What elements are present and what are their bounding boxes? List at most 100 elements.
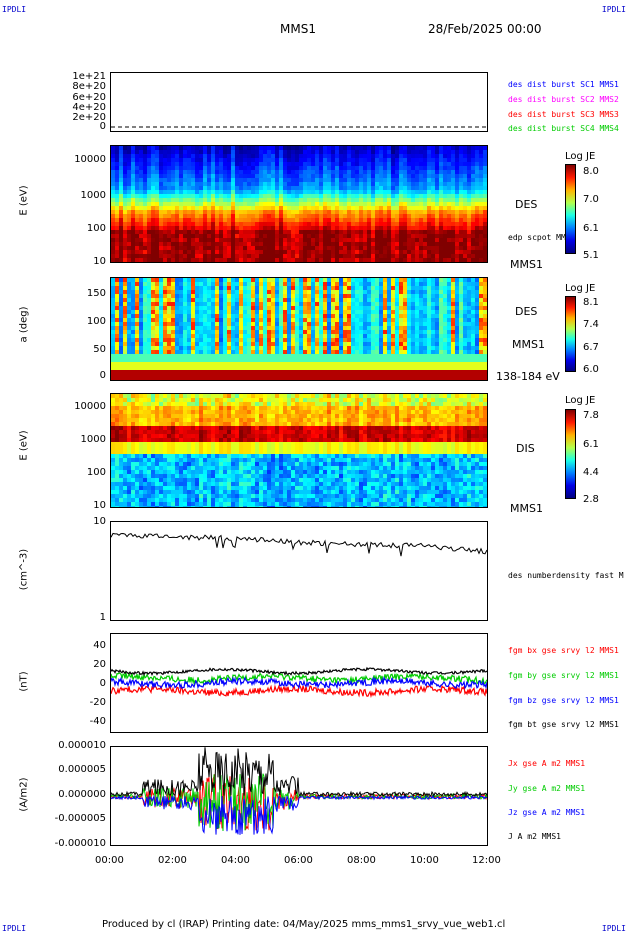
spectrogram-cell <box>267 378 271 380</box>
spectrogram-cell <box>299 374 303 378</box>
spectrogram-cell <box>127 342 131 346</box>
spectrogram-cell <box>135 222 139 226</box>
spectrogram-cell <box>447 146 451 150</box>
spectrogram-cell <box>323 290 327 294</box>
spectrogram-cell <box>239 314 243 318</box>
spectrogram-cell <box>111 318 115 322</box>
spectrogram-cell <box>295 186 299 190</box>
spectrogram-cell <box>127 354 131 358</box>
spectrogram-cell <box>363 174 367 178</box>
spectrogram-cell <box>175 242 179 246</box>
spectrogram-cell <box>275 178 279 182</box>
spectrogram-cell <box>303 214 307 218</box>
spectrogram-cell <box>115 342 119 346</box>
spectrogram-cell <box>123 162 127 166</box>
spectrogram-cell <box>423 206 427 210</box>
spectrogram-cell <box>403 374 407 378</box>
spectrogram-cell <box>319 190 323 194</box>
spectrogram-cell <box>191 226 195 230</box>
spectrogram-cell <box>427 182 431 186</box>
spectrogram-cell <box>311 154 315 158</box>
spectrogram-cell <box>347 278 351 282</box>
spectrogram-cell <box>179 354 183 358</box>
spectrogram-cell <box>411 346 415 350</box>
spectrogram-cell <box>155 366 159 370</box>
spectrogram-cell <box>315 150 319 154</box>
spectrogram-cell <box>399 154 403 158</box>
spectrogram-cell <box>471 238 475 242</box>
spectrogram-cell <box>151 318 155 322</box>
spectrogram-cell <box>187 198 191 202</box>
spectrogram-cell <box>127 294 131 298</box>
spectrogram-cell <box>211 330 215 334</box>
spectrogram-cell <box>327 346 331 350</box>
spectrogram-cell <box>315 290 319 294</box>
spectrogram-cell <box>119 222 123 226</box>
spectrogram-cell <box>423 350 427 354</box>
spectrogram-cell <box>355 154 359 158</box>
spectrogram-cell <box>275 190 279 194</box>
spectrogram-cell <box>283 318 287 322</box>
spectrogram-cell <box>271 290 275 294</box>
spectrogram-cell <box>307 214 311 218</box>
spectrogram-cell <box>199 338 203 342</box>
spectrogram-cell <box>251 238 255 242</box>
spectrogram-cell <box>215 258 219 262</box>
spectrogram-cell <box>155 290 159 294</box>
spectrogram-cell <box>271 170 275 174</box>
spectrogram-cell <box>479 162 483 166</box>
spectrogram-cell <box>159 366 163 370</box>
spectrogram-cell <box>247 174 251 178</box>
spectrogram-cell <box>395 314 399 318</box>
spectrogram-cell <box>159 298 163 302</box>
spectrogram-cell <box>451 358 455 362</box>
spectrogram-cell <box>395 334 399 338</box>
spectrogram-cell <box>147 230 151 234</box>
spectrogram-cell <box>271 146 275 150</box>
spectrogram-cell <box>347 366 351 370</box>
spectrogram-cell <box>379 314 383 318</box>
spectrogram-cell <box>159 246 163 250</box>
spectrogram-cell <box>175 286 179 290</box>
spectrogram-cell <box>179 198 183 202</box>
spectrogram-cell <box>375 330 379 334</box>
spectrogram-cell <box>407 362 411 366</box>
spectrogram-cell <box>231 234 235 238</box>
spectrogram-cell <box>247 166 251 170</box>
spectrogram-cell <box>355 302 359 306</box>
spectrogram-cell <box>191 166 195 170</box>
spectrogram-cell <box>211 226 215 230</box>
spectrogram-cell <box>379 170 383 174</box>
spectrogram-cell <box>255 322 259 326</box>
spectrogram-cell <box>311 350 315 354</box>
spectrogram-cell <box>447 302 451 306</box>
spectrogram-cell <box>127 374 131 378</box>
spectrogram-cell <box>355 246 359 250</box>
spectrogram-cell <box>391 226 395 230</box>
spectrogram-cell <box>371 158 375 162</box>
spectrogram-cell <box>307 186 311 190</box>
spectrogram-cell <box>435 322 439 326</box>
spectrogram-cell <box>259 250 263 254</box>
spectrogram-cell <box>243 370 247 374</box>
spectrogram-cell <box>119 190 123 194</box>
spectrogram-cell <box>131 358 135 362</box>
spectrogram-cell <box>419 222 423 226</box>
spectrogram-cell <box>139 286 143 290</box>
spectrogram-cell <box>415 194 419 198</box>
spectrogram-cell <box>363 286 367 290</box>
spectrogram-cell <box>367 326 371 330</box>
spectrogram-cell <box>167 354 171 358</box>
spectrogram-cell <box>259 326 263 330</box>
spectrogram-cell <box>355 294 359 298</box>
spectrogram-cell <box>387 290 391 294</box>
spectrogram-cell <box>275 194 279 198</box>
spectrogram-cell <box>291 198 295 202</box>
spectrogram-cell <box>215 238 219 242</box>
spectrogram-cell <box>407 150 411 154</box>
spectrogram-cell <box>235 238 239 242</box>
spectrogram-cell <box>407 334 411 338</box>
spectrogram-cell <box>259 214 263 218</box>
spectrogram-cell <box>431 342 435 346</box>
spectrogram-cell <box>139 366 143 370</box>
